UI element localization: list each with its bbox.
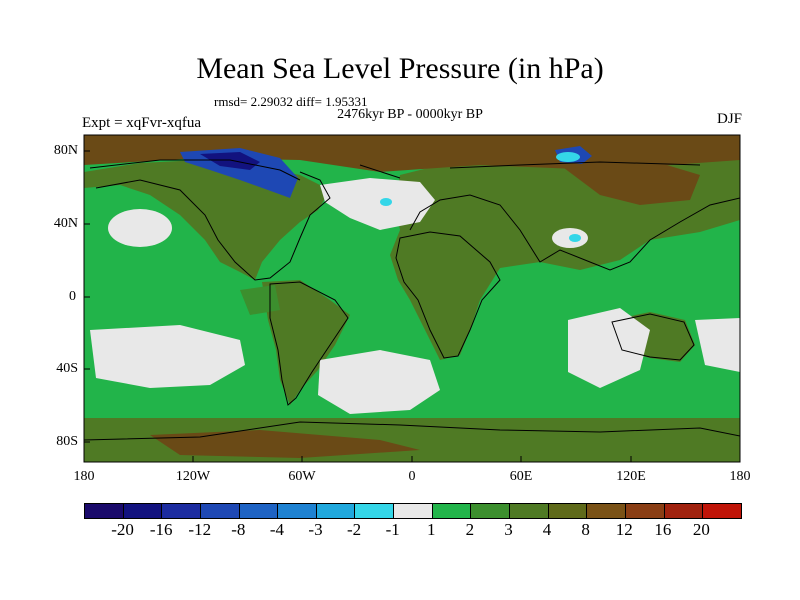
- colorbar-swatch: [587, 504, 626, 518]
- coastline-samerica: [269, 281, 349, 406]
- colorbar-swatch: [239, 504, 279, 518]
- cyan-himalaya: [569, 234, 581, 242]
- colorbar-swatch: [162, 504, 201, 518]
- colorbar-label: 8: [581, 520, 590, 539]
- lon-label-120w: 120W: [175, 469, 211, 484]
- colorbar-label: 20: [692, 520, 710, 539]
- experiment-label: Expt = xqFvr-xqfua: [82, 115, 201, 131]
- colorbar-swatch: [471, 504, 511, 518]
- colorbar-swatch: [85, 504, 124, 518]
- stats-text: rmsd= 2.29032 diff= 1.95331: [214, 94, 368, 109]
- lat-label-80s: 80S: [56, 434, 78, 449]
- colorbar-label: 1: [427, 520, 436, 539]
- coastline-eurasia: [409, 194, 740, 271]
- colorbar-label: 3: [504, 520, 513, 539]
- season-label: DJF: [716, 111, 742, 127]
- south-america: [262, 280, 350, 405]
- colorbar-swatch: [316, 504, 356, 518]
- cyan-natlantic: [380, 198, 392, 206]
- colorbar-swatch: [123, 504, 163, 518]
- colorbar: [84, 503, 742, 519]
- lat-label-eq: 0: [69, 289, 76, 304]
- grey-indian: [568, 308, 650, 388]
- grey-npacific: [108, 209, 172, 247]
- colorbar-label: -20: [111, 520, 134, 539]
- colorbar-label: -8: [231, 520, 246, 539]
- coastline-australia: [611, 313, 695, 361]
- colorbar-swatch: [355, 504, 395, 518]
- colorbar-swatch: [510, 504, 549, 518]
- colorbar-swatch: [625, 504, 665, 518]
- lon-label-180w: 180: [73, 469, 95, 484]
- coastline-antarctica: [84, 421, 740, 441]
- colorbar-label: 2: [465, 520, 475, 539]
- colorbar-swatch: [394, 504, 433, 518]
- colorbar-label: -16: [149, 520, 173, 539]
- brown-patch-south: [150, 430, 420, 458]
- lon-label-60w: 60W: [288, 469, 316, 484]
- colorbar-swatch: [200, 504, 240, 518]
- lat-label-40n: 40N: [53, 216, 78, 231]
- colorbar-label: -12: [188, 520, 212, 539]
- colorbar-swatch: [432, 504, 472, 518]
- colorbar-label: 12: [615, 520, 633, 539]
- brown-patch-asia: [560, 160, 700, 205]
- lon-label-0: 0: [408, 469, 416, 484]
- colorbar-swatch: [278, 504, 317, 518]
- lat-label-40s: 40S: [56, 361, 78, 376]
- coastline-namerica: [95, 171, 331, 281]
- colorbar-label: -1: [385, 520, 400, 539]
- colorbar-label: -4: [269, 520, 285, 539]
- lon-label-60e: 60E: [509, 469, 533, 484]
- coastline-africa: [395, 231, 501, 359]
- grey-spacific: [90, 325, 245, 388]
- colorbar-swatch: [664, 504, 704, 518]
- colorbar-label: 16: [654, 520, 672, 539]
- grey-satlantic: [318, 350, 440, 414]
- grey-natlantic: [320, 178, 435, 230]
- grey-tasman: [695, 318, 740, 372]
- lat-label-80n: 80N: [53, 143, 78, 158]
- cyan-siberia: [556, 152, 580, 162]
- period-text: 2476kyr BP - 0000kyr BP: [337, 107, 483, 122]
- colorbar-swatch: [703, 504, 741, 518]
- coastline-arctic: [89, 159, 701, 181]
- blue-canada-dark: [200, 152, 260, 170]
- lon-label-120e: 120E: [616, 469, 646, 484]
- colorbar-swatch: [548, 504, 588, 518]
- colorbar-label: -3: [308, 520, 323, 539]
- colorbar-label: 4: [542, 520, 552, 539]
- eurasia-africa: [390, 155, 740, 360]
- colorbar-label: -2: [347, 520, 362, 539]
- lon-label-180e: 180: [729, 469, 751, 484]
- map-title: Mean Sea Level Pressure (in hPa): [196, 52, 604, 85]
